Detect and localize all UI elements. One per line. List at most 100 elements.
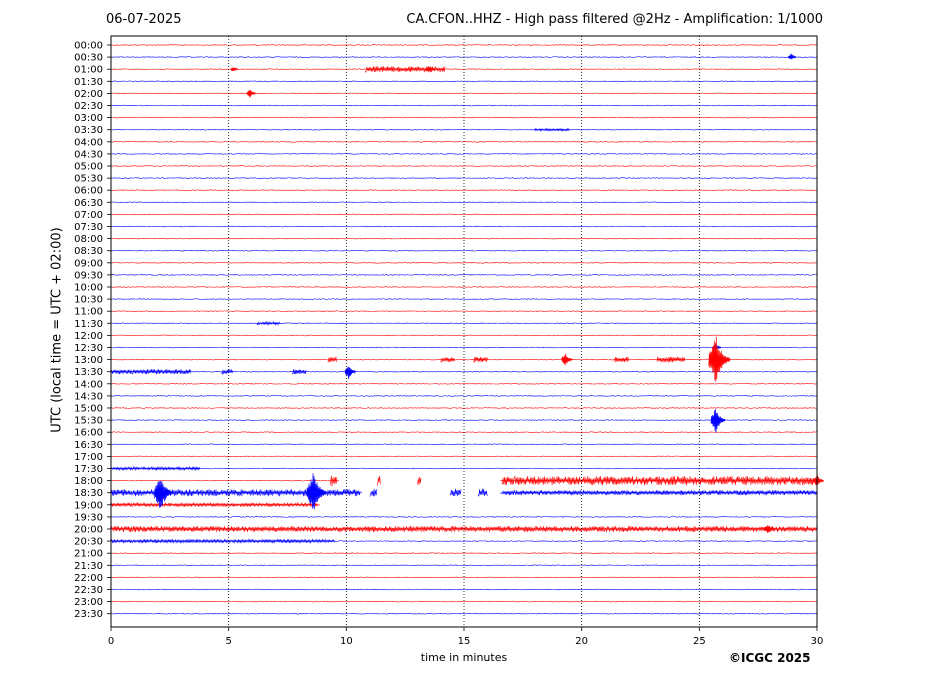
y-tick-label: 20:30 <box>74 537 103 548</box>
trace-0530 <box>110 177 818 179</box>
y-tick-label: 22:30 <box>74 585 103 596</box>
y-tick-label: 02:00 <box>74 89 103 100</box>
burst-13 <box>501 475 817 486</box>
trace-0730 <box>110 225 818 228</box>
event-3 <box>246 90 257 98</box>
burst-11 <box>376 476 381 486</box>
y-tick-label: 08:30 <box>74 246 103 257</box>
y-tick-label: 09:00 <box>74 258 103 269</box>
y-tick-label: 10:00 <box>74 283 103 294</box>
burst-20 <box>110 525 817 533</box>
event-7 <box>344 366 356 380</box>
y-tick-label: 06:30 <box>74 198 103 209</box>
event-11 <box>306 473 327 509</box>
copyright-text: ©ICGC 2025 <box>729 651 811 665</box>
trace-1130 <box>110 322 818 325</box>
x-tick-label: 10 <box>340 636 353 647</box>
burst-1 <box>327 356 337 363</box>
trace-0830 <box>110 249 818 252</box>
burst-7 <box>221 368 234 376</box>
burst-19 <box>110 501 318 508</box>
y-tick-label: 04:30 <box>74 149 103 160</box>
burst-5 <box>656 356 686 363</box>
trace-2330 <box>110 612 818 615</box>
trace-1100 <box>110 310 818 312</box>
trace-2200 <box>110 576 818 579</box>
y-tick-label: 13:00 <box>74 355 103 366</box>
y-tick-label: 12:00 <box>74 331 103 342</box>
burst-2 <box>440 357 455 363</box>
trace-2230 <box>110 588 818 591</box>
y-tick-label: 00:00 <box>74 41 103 52</box>
y-tick-label: 09:30 <box>74 270 103 281</box>
y-tick-label: 01:30 <box>74 77 103 88</box>
y-tick-label: 08:00 <box>74 234 103 245</box>
y-tick-label: 21:30 <box>74 561 103 572</box>
trace-2100 <box>110 552 818 554</box>
y-tick-label: 04:00 <box>74 137 103 148</box>
y-tick-label: 11:00 <box>74 307 103 318</box>
trace-1230 <box>110 346 818 349</box>
trace-1400 <box>110 383 818 385</box>
burst-15 <box>369 488 378 497</box>
trace-2300 <box>110 600 818 603</box>
x-tick-label: 0 <box>108 636 114 647</box>
trace-2130 <box>110 564 818 567</box>
trace-0600 <box>110 189 818 191</box>
y-tick-label: 00:30 <box>74 53 103 64</box>
y-ticks: 00:0000:3001:0001:3002:0002:3003:0003:30… <box>74 41 111 620</box>
y-tick-label: 22:00 <box>74 573 103 584</box>
y-tick-label: 23:30 <box>74 609 103 620</box>
burst-0 <box>364 66 446 74</box>
trace-1300 <box>110 358 818 361</box>
y-tick-label: 11:30 <box>74 319 103 330</box>
y-tick-label: 12:30 <box>74 343 103 354</box>
burst-6 <box>110 368 192 375</box>
burst-17 <box>477 488 488 497</box>
event-6 <box>708 336 731 382</box>
event-5 <box>561 353 573 366</box>
trace-1200 <box>110 334 818 337</box>
y-tick-label: 19:00 <box>74 500 103 511</box>
burst-23 <box>534 127 570 132</box>
event-12 <box>764 524 775 533</box>
y-tick-label: 18:00 <box>74 476 103 487</box>
x-axis-label: time in minutes <box>420 651 508 664</box>
event-0 <box>787 53 797 60</box>
trace-0800 <box>110 237 818 240</box>
y-tick-label: 18:30 <box>74 488 103 499</box>
burst-22 <box>256 320 281 326</box>
burst-12 <box>416 476 422 486</box>
y-tick-label: 19:30 <box>74 512 103 523</box>
burst-4 <box>614 356 629 363</box>
y-tick-label: 15:00 <box>74 404 103 415</box>
y-tick-label: 20:00 <box>74 525 103 536</box>
y-tick-label: 16:00 <box>74 428 103 439</box>
trace-0930 <box>110 274 818 276</box>
burst-18 <box>501 489 817 496</box>
event-2 <box>230 67 239 72</box>
plot-title: CA.CFON..HHZ - High pass filtered @2Hz -… <box>406 12 823 27</box>
y-tick-label: 01:00 <box>74 65 103 76</box>
event-1 <box>425 66 435 73</box>
x-tick-label: 15 <box>458 636 471 647</box>
trace-1000 <box>110 286 818 288</box>
y-tick-label: 03:30 <box>74 125 103 136</box>
y-tick-label: 17:00 <box>74 452 103 463</box>
y-tick-label: 07:30 <box>74 222 103 233</box>
x-tick-label: 30 <box>811 636 824 647</box>
trace-group <box>110 44 824 615</box>
y-tick-label: 14:00 <box>74 379 103 390</box>
trace-0900 <box>110 262 818 264</box>
y-tick-label: 02:30 <box>74 101 103 112</box>
burst-3 <box>473 356 488 364</box>
plot-frame <box>110 35 818 628</box>
y-tick-label: 14:30 <box>74 391 103 402</box>
y-tick-label: 06:00 <box>74 186 103 197</box>
y-tick-label: 16:30 <box>74 440 103 451</box>
y-axis-label: UTC (local time = UTC + 02:00) <box>49 227 65 433</box>
event-9 <box>813 475 824 487</box>
x-tick-label: 25 <box>693 636 706 647</box>
plot-date: 06-07-2025 <box>106 12 182 27</box>
